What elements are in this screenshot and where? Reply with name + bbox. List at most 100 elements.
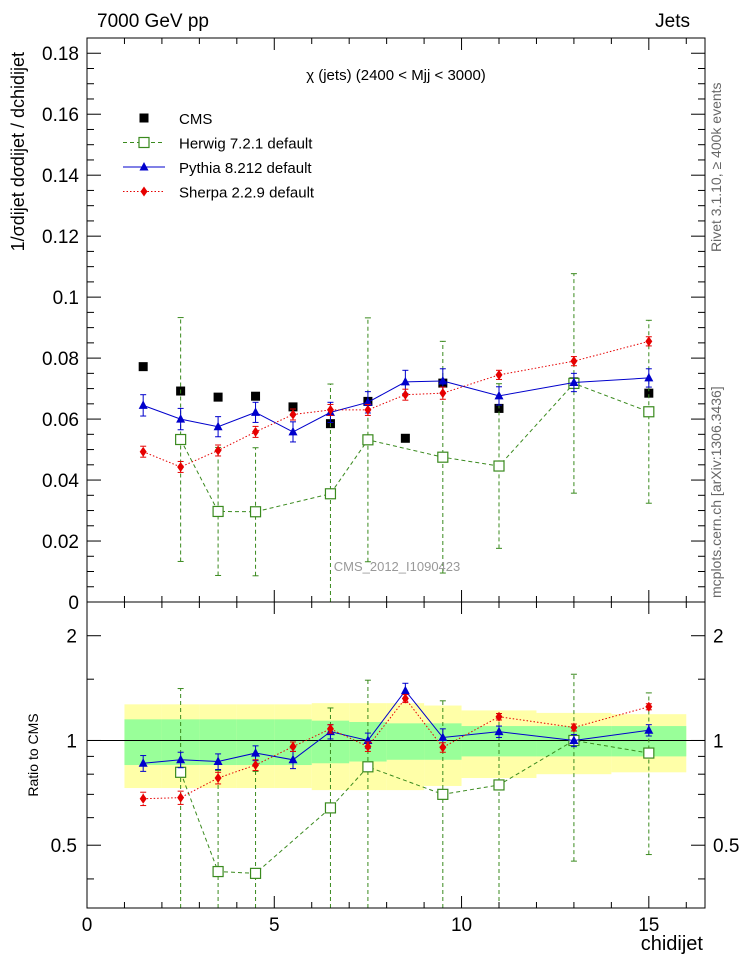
herwig-ratio-point <box>493 779 505 791</box>
rivet-label: Rivet 3.1.10, ≥ 400k events <box>708 82 724 252</box>
legend-label: Herwig 7.2.1 default <box>179 136 313 153</box>
pythia-ratio-point <box>494 726 504 736</box>
pythia-ratio-point <box>213 756 223 766</box>
y-tick-label: 0.04 <box>42 471 79 492</box>
pythia-ratio-line <box>143 689 649 764</box>
header-right: Jets <box>655 11 690 32</box>
chart-title: χ (jets) (2400 < Mjj < 3000) <box>306 67 486 84</box>
y-tick-label: 0.16 <box>42 105 79 126</box>
herwig-ratio-point <box>437 788 449 800</box>
sherpa-ratio-point <box>645 701 653 712</box>
pythia-ratio-point <box>176 754 186 764</box>
herwig-point <box>175 433 187 446</box>
pythia-point <box>400 376 410 386</box>
herwig-point <box>249 506 262 518</box>
ratio-frame <box>86 601 706 909</box>
pythia-point <box>644 372 654 382</box>
sherpa-ratio-point <box>289 741 297 752</box>
mcplots-label: mcplots.cern.ch [arXiv:1306.3436] <box>708 386 724 598</box>
herwig-point <box>493 460 505 472</box>
pythia-point <box>494 390 504 400</box>
sherpa-ratio-point <box>139 793 147 804</box>
legend-marker <box>138 136 150 149</box>
sherpa-ratio-point <box>401 693 409 704</box>
pythia-ratio-point <box>251 748 261 757</box>
herwig-point <box>437 451 449 463</box>
legend-marker <box>139 113 149 123</box>
sherpa-line <box>142 340 649 468</box>
pythia-ratio-point <box>644 725 654 734</box>
legend-marker <box>139 162 149 171</box>
cms-point <box>138 362 148 372</box>
y-tick-label: 0.18 <box>42 44 79 65</box>
pythia-line <box>143 377 649 433</box>
sherpa-ratio-point <box>364 741 372 752</box>
legend-marker <box>140 186 148 197</box>
herwig-ratio-point <box>362 761 374 773</box>
y-tick-label: 0.1 <box>53 288 79 309</box>
herwig-line <box>180 382 649 513</box>
sherpa-ratio-point <box>326 723 334 734</box>
sherpa-point <box>139 446 147 457</box>
pythia-point <box>213 421 223 431</box>
series-layer <box>138 273 655 909</box>
sherpa-point <box>570 356 578 367</box>
cms-point <box>213 392 223 402</box>
cms-point <box>644 388 654 398</box>
y-tick-label: 0.02 <box>42 532 79 553</box>
legend: CMS Herwig 7.2.1 default Pythia 8.212 defa… <box>123 111 315 202</box>
sherpa-point <box>289 409 297 420</box>
ratio-tick-label: 2 <box>66 627 77 648</box>
pythia-ratio-point <box>438 732 448 741</box>
legend-label: Pythia 8.212 default <box>179 160 312 177</box>
watermark: CMS_2012_I1090423 <box>334 559 461 574</box>
ratio-tick-label-right: 2 <box>713 627 724 648</box>
sherpa-ratio-point <box>252 760 260 771</box>
axes: 0 5 10 15 0 0.02 0.04 0.06 0.08 0.1 0.12 0.14 0.16 0.… <box>42 37 739 936</box>
ratio-tick-label: 0.5 <box>51 836 77 857</box>
sherpa-ratio-point <box>214 773 222 784</box>
y-tick-label: 0.06 <box>42 410 79 431</box>
y-axis-label: 1/σdijet dσdijet / dchidijet <box>8 52 28 251</box>
sherpa-ratio-point <box>495 711 503 722</box>
herwig-ratio-point <box>175 766 187 778</box>
y-tick-label: 0 <box>68 593 79 614</box>
sherpa-point <box>645 336 653 347</box>
x-axis-label: chidijet <box>641 933 704 955</box>
sherpa-point <box>177 461 185 472</box>
sherpa-point <box>252 426 260 437</box>
sherpa-point <box>326 404 334 415</box>
pythia-point <box>288 426 298 436</box>
sherpa-point <box>495 369 503 380</box>
herwig-ratio-line <box>180 739 649 874</box>
sherpa-point <box>439 388 447 399</box>
herwig-ratio-point <box>324 802 337 814</box>
herwig-point <box>324 488 337 500</box>
pythia-ratio-point <box>400 685 410 695</box>
herwig-point <box>212 505 224 518</box>
header-left: 7000 GeV pp <box>97 11 209 32</box>
sherpa-point <box>364 404 372 415</box>
sherpa-point <box>214 445 222 456</box>
herwig-ratio-point <box>212 865 224 878</box>
x-tick-label: 10 <box>451 915 472 936</box>
herwig-point <box>643 406 655 418</box>
y-tick-label: 0.12 <box>42 227 79 248</box>
pythia-ratio-point <box>138 758 148 767</box>
ratio-axis-label: Ratio to CMS <box>25 713 41 796</box>
pythia-point <box>138 400 148 409</box>
herwig-point <box>362 434 374 446</box>
pythia-ratio-point <box>569 735 579 744</box>
legend-label: Sherpa 2.2.9 default <box>179 185 315 202</box>
x-tick-label: 0 <box>82 915 93 936</box>
cms-point <box>288 402 298 412</box>
legend-label: CMS <box>179 111 212 128</box>
y-tick-label: 0.08 <box>42 349 79 370</box>
sherpa-point <box>401 389 409 400</box>
herwig-ratio-point <box>249 867 262 879</box>
x-tick-label: 15 <box>638 915 659 936</box>
sherpa-ratio-point <box>177 792 185 803</box>
sherpa-ratio-point <box>439 742 447 753</box>
ratio-tick-label: 1 <box>66 731 77 752</box>
